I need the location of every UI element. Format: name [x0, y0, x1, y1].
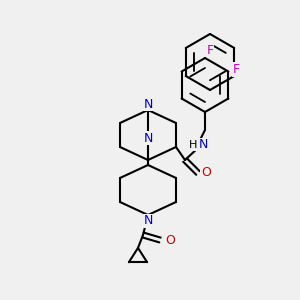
Text: F: F [233, 63, 240, 76]
Text: N: N [198, 139, 208, 152]
Text: N: N [143, 98, 153, 110]
Text: N: N [143, 131, 153, 145]
Text: O: O [201, 167, 211, 179]
Text: H: H [189, 140, 197, 150]
Text: O: O [165, 233, 175, 247]
Text: N: N [143, 214, 153, 227]
Text: F: F [206, 44, 214, 56]
